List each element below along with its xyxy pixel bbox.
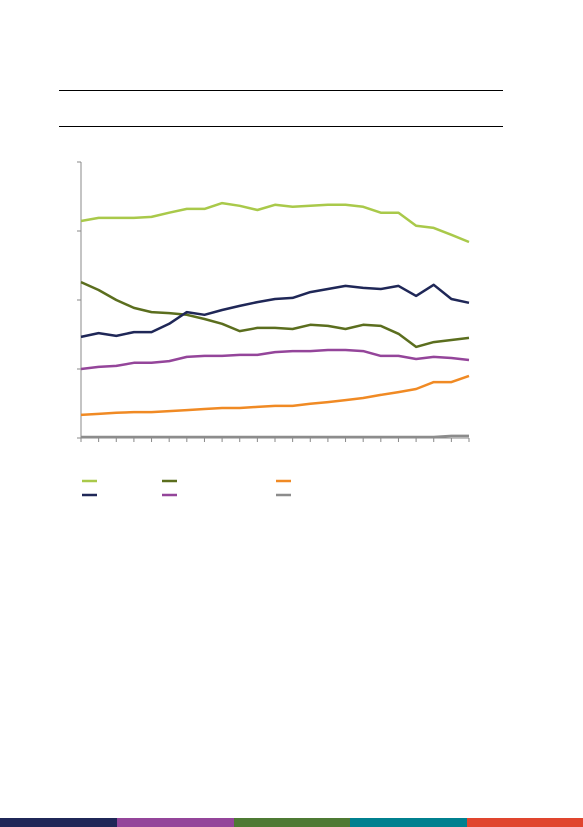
series-line — [80, 374, 470, 417]
footer-segment — [467, 818, 583, 827]
footer-segment — [117, 818, 234, 827]
chart — [77, 161, 470, 497]
series-line — [80, 283, 470, 339]
footer-segment — [0, 818, 117, 827]
footer-segment — [350, 818, 467, 827]
footer-segment — [234, 818, 350, 827]
series-line — [80, 201, 470, 244]
series-line — [80, 280, 470, 349]
series-line — [80, 348, 470, 371]
series-line — [81, 434, 469, 439]
footer-bar — [0, 818, 583, 827]
